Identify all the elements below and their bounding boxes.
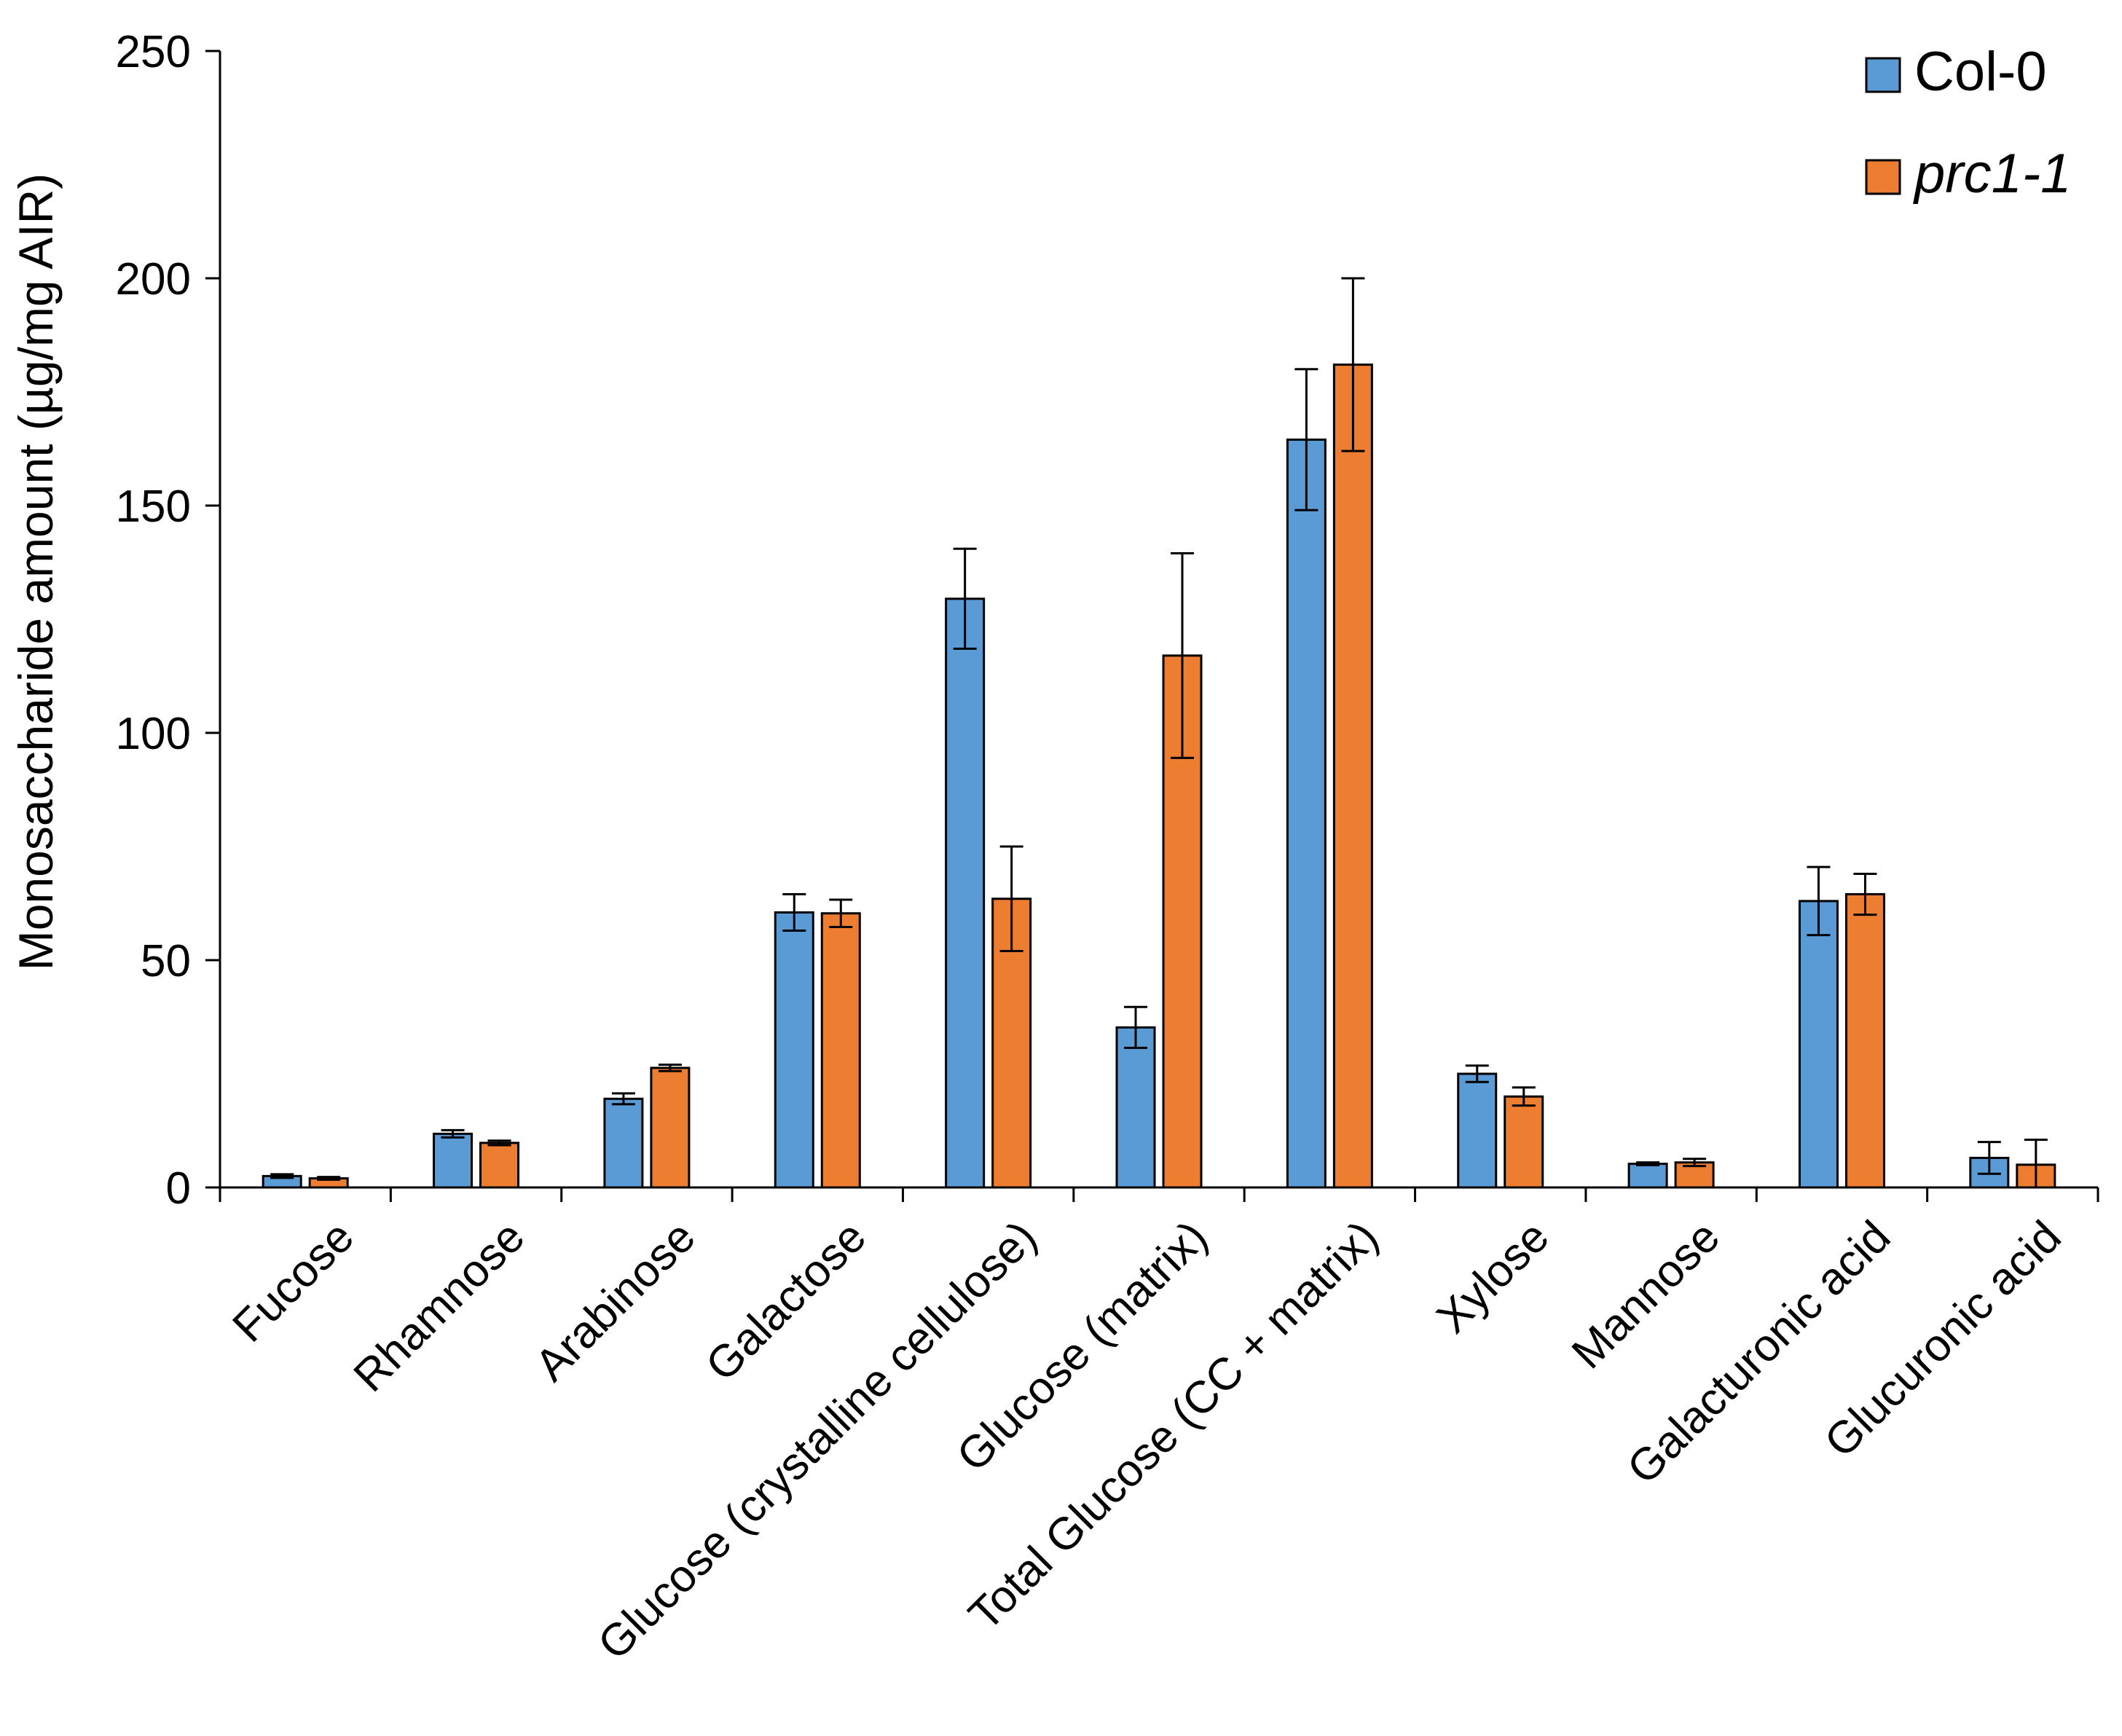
bar bbox=[650, 1067, 691, 1189]
bars bbox=[262, 277, 2056, 1189]
error-bar bbox=[2024, 1138, 2048, 1189]
series-prc1-1 bbox=[308, 277, 2056, 1189]
y-tick-label: 50 bbox=[141, 936, 191, 986]
error-bar bbox=[829, 898, 853, 928]
error-bar bbox=[1124, 1005, 1147, 1049]
error-bar bbox=[1341, 277, 1365, 452]
y-tick-label: 100 bbox=[116, 709, 191, 759]
bar bbox=[945, 597, 986, 1189]
error-bar bbox=[1636, 1161, 1660, 1166]
error-bar bbox=[1512, 1086, 1536, 1107]
bar bbox=[479, 1142, 520, 1189]
bar bbox=[1457, 1072, 1498, 1189]
x-axis: FucoseRhamnoseArabinoseGalactoseGlucose … bbox=[219, 1186, 2099, 1670]
bar bbox=[1798, 900, 1839, 1189]
x-tick-label: Arabinose bbox=[526, 1211, 705, 1391]
legend-swatch bbox=[1865, 57, 1901, 93]
x-tick-label: Galactose bbox=[696, 1211, 876, 1391]
error-bar bbox=[317, 1176, 341, 1181]
bar bbox=[1115, 1026, 1156, 1189]
error-bar bbox=[270, 1173, 294, 1179]
error-bar bbox=[1683, 1158, 1707, 1168]
x-tick-label: Fucose bbox=[224, 1211, 364, 1352]
error-bar bbox=[441, 1128, 465, 1139]
error-bar bbox=[1853, 872, 1877, 916]
error-bar bbox=[1171, 552, 1194, 759]
y-axis: 0 50 100 150 200 250 bbox=[116, 27, 221, 1214]
error-bar bbox=[1977, 1141, 2001, 1175]
y-tick-label: 250 bbox=[116, 27, 191, 77]
x-tick-label: Rhamnose bbox=[345, 1211, 535, 1402]
error-bar bbox=[1465, 1064, 1489, 1083]
bar bbox=[1844, 893, 1885, 1189]
bar bbox=[1332, 364, 1373, 1189]
bar bbox=[433, 1132, 473, 1189]
legend-swatch bbox=[1865, 159, 1901, 195]
error-bar bbox=[1294, 368, 1319, 511]
bar bbox=[820, 912, 861, 1189]
error-bar bbox=[487, 1139, 511, 1147]
x-tick-label: Xylose bbox=[1427, 1211, 1558, 1343]
legend: Col-0 prc1-1 bbox=[1865, 41, 2071, 205]
error-bar bbox=[658, 1064, 682, 1072]
bar bbox=[774, 911, 814, 1189]
bar bbox=[1504, 1095, 1544, 1189]
series-col-0 bbox=[262, 368, 2010, 1189]
bar bbox=[1627, 1163, 1668, 1189]
error-bar bbox=[999, 845, 1023, 953]
y-axis-label: Monosaccharide amount (µg/mg AIR) bbox=[9, 173, 63, 971]
y-tick-label: 0 bbox=[166, 1163, 191, 1214]
y-tick-label: 200 bbox=[116, 254, 191, 305]
error-bar bbox=[953, 547, 977, 651]
bar bbox=[603, 1097, 644, 1189]
legend-label: prc1-1 bbox=[1913, 143, 2071, 205]
error-bar bbox=[782, 893, 806, 932]
error-bar bbox=[1807, 865, 1831, 937]
y-tick-label: 150 bbox=[116, 482, 191, 532]
error-bar bbox=[611, 1092, 635, 1106]
legend-label: Col-0 bbox=[1914, 41, 2047, 103]
bar bbox=[1286, 439, 1327, 1189]
x-tick-label: Mannose bbox=[1563, 1211, 1729, 1378]
